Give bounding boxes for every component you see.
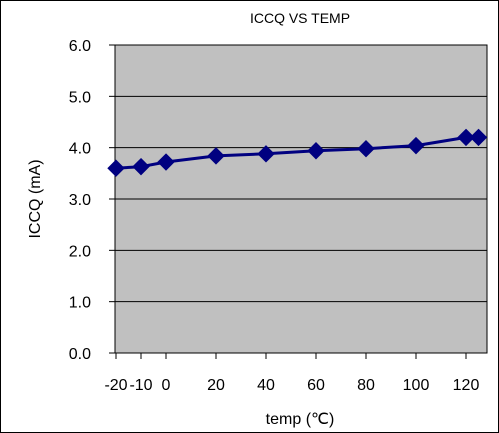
y-axis: 0.0 1.0 2.0 3.0 4.0 5.0 6.0 [69, 38, 116, 363]
data-point [307, 142, 325, 160]
y-tick-label: 1.0 [69, 295, 91, 312]
data-point [457, 128, 475, 147]
data-point [407, 136, 425, 155]
chart-title: ICCQ VS TEMP [250, 10, 350, 26]
x-tick-label: -20 [104, 377, 127, 394]
x-tick-label: 60 [307, 377, 325, 394]
x-tick-label: 40 [257, 377, 275, 394]
x-axis: -20 -10 0 20 40 60 80 100 120 [104, 352, 487, 394]
y-tick-label: 2.0 [69, 243, 91, 260]
x-tick-label: 80 [357, 377, 375, 394]
x-tick-label: -10 [129, 377, 152, 394]
y-tick-label: 6.0 [69, 38, 91, 55]
x-tick-label: 20 [207, 377, 225, 394]
y-tick-label: 3.0 [69, 192, 91, 209]
data-point [357, 139, 375, 158]
x-tick-label: 100 [403, 377, 430, 394]
y-tick-label: 0.0 [69, 346, 91, 363]
x-tick-label: 0 [162, 377, 171, 394]
y-tick-label: 4.0 [69, 141, 91, 158]
series-line [115, 135, 479, 170]
x-axis-title: temp (℃) [266, 411, 335, 428]
data-point [132, 157, 150, 176]
grid-lines [115, 95, 487, 303]
data-point [207, 147, 225, 165]
data-point [257, 145, 275, 163]
data-point [157, 153, 175, 171]
y-tick-label: 5.0 [69, 89, 91, 106]
y-axis-title: ICCQ (mA) [27, 159, 44, 238]
data-point [469, 128, 488, 147]
x-tick-label: 120 [453, 377, 480, 394]
series [107, 128, 488, 177]
data-point [107, 159, 125, 177]
